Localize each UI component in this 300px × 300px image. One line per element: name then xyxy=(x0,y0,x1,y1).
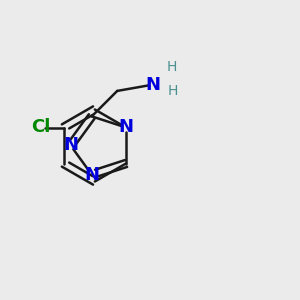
Text: Cl: Cl xyxy=(32,118,51,136)
Text: N: N xyxy=(118,118,134,136)
Text: N: N xyxy=(63,136,78,154)
Text: H: H xyxy=(167,60,177,74)
Text: N: N xyxy=(84,166,99,184)
Text: N: N xyxy=(145,76,160,94)
Text: H: H xyxy=(168,84,178,98)
